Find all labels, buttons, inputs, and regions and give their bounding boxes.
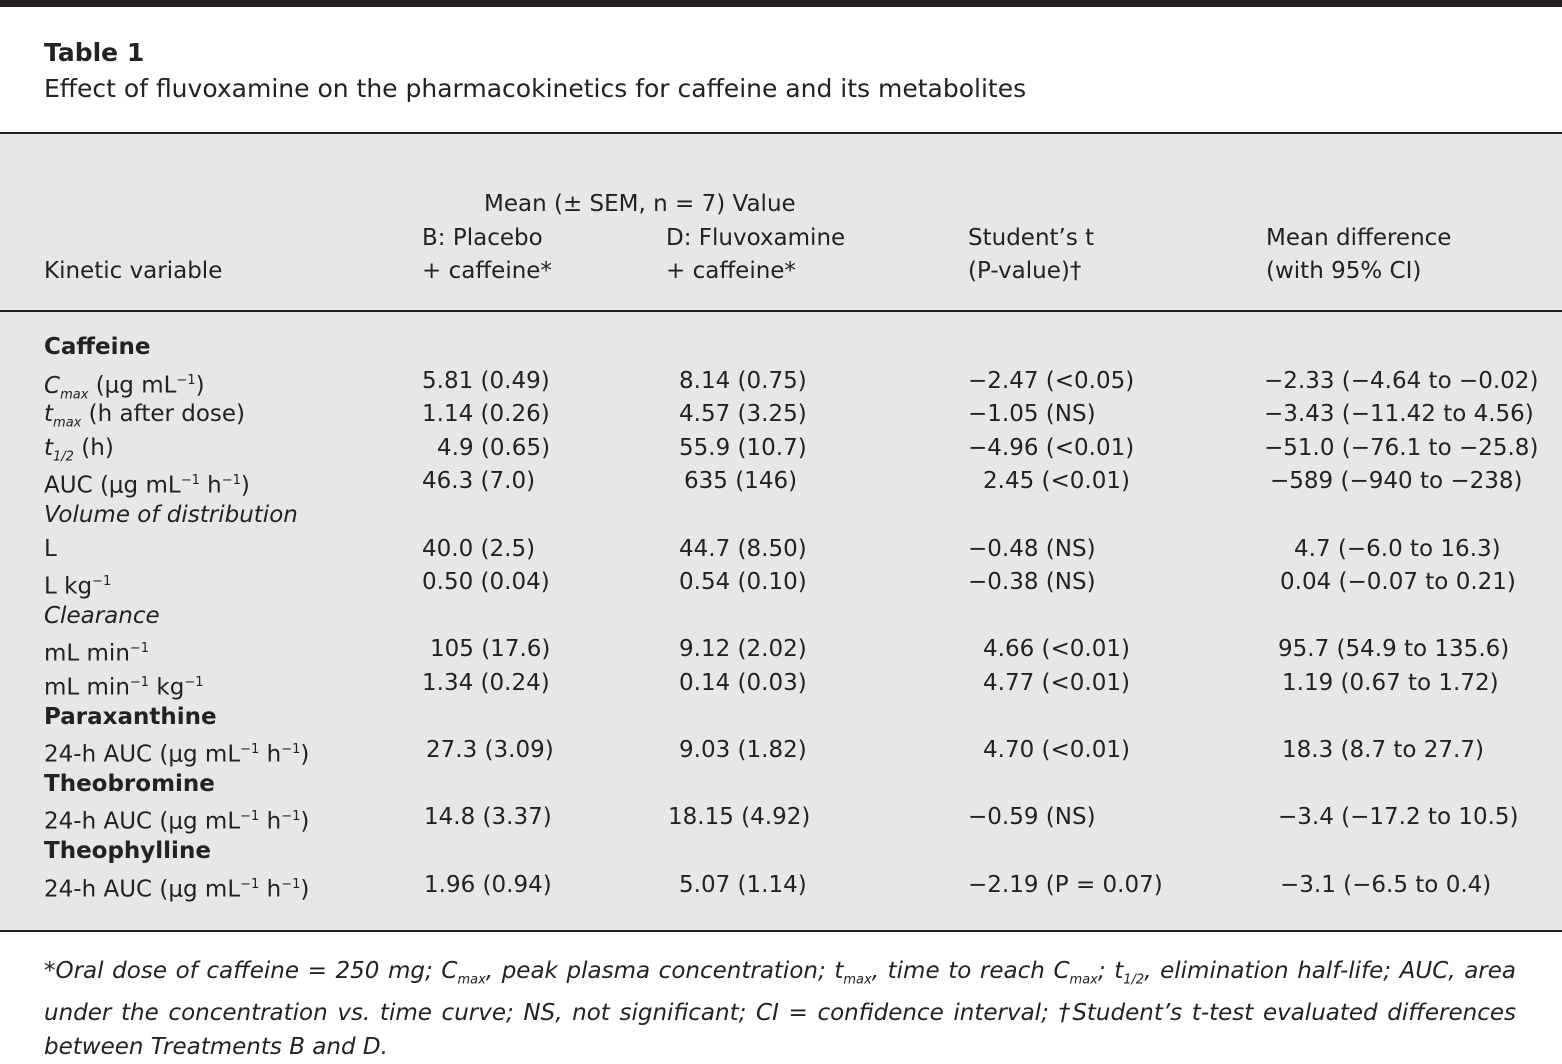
cell-placebo: 46.3 (7.0)	[422, 467, 535, 495]
cell-t-value: −0.38 (NS)	[968, 568, 1096, 596]
section-caffeine: Caffeine	[44, 333, 151, 361]
cell-placebo: 105 (17.6)	[430, 635, 550, 663]
cell-fluvoxamine: 44.7 (8.50)	[679, 535, 807, 563]
header-group: Mean (± SEM, n = 7) Value	[484, 190, 796, 218]
cell-mean-difference: −3.1 (−6.5 to 0.4)	[1280, 871, 1491, 899]
cell-t-value: 4.70 (<0.01)	[983, 736, 1130, 764]
section-theobromine: Theobromine	[44, 770, 215, 798]
row-label-24h-auc: 24-h AUC (μg mL−1 h−1)	[44, 736, 309, 769]
header-rule	[0, 310, 1562, 312]
cell-fluvoxamine: 4.57 (3.25)	[679, 400, 807, 428]
row-label-24h-auc: 24-h AUC (μg mL−1 h−1)	[44, 803, 309, 836]
cell-mean-difference: 4.7 (−6.0 to 16.3)	[1294, 535, 1501, 563]
table-label: Table 1	[44, 38, 144, 67]
top-rule	[0, 0, 1562, 7]
row-label-24h-auc: 24-h AUC (μg mL−1 h−1)	[44, 871, 309, 904]
cell-mean-difference: 95.7 (54.9 to 135.6)	[1278, 635, 1509, 663]
cell-fluvoxamine: 55.9 (10.7)	[679, 434, 807, 462]
cell-fluvoxamine: 5.07 (1.14)	[679, 871, 807, 899]
cell-t-value: 4.77 (<0.01)	[983, 669, 1130, 697]
subsection-clearance: Clearance	[44, 602, 160, 630]
cell-fluvoxamine: 9.03 (1.82)	[679, 736, 807, 764]
row-label-ml-min-kg: mL min−1 kg−1	[44, 669, 203, 702]
cell-fluvoxamine: 18.15 (4.92)	[668, 803, 810, 831]
cell-placebo: 1.96 (0.94)	[424, 871, 552, 899]
header-students-t: Student’s t	[968, 224, 1094, 252]
cell-fluvoxamine: 0.14 (0.03)	[679, 669, 807, 697]
header-placebo-sub: + caffeine*	[422, 257, 552, 285]
cell-t-value: −2.47 (<0.05)	[968, 367, 1134, 395]
header-mean-difference: Mean difference	[1266, 224, 1451, 252]
cell-placebo: 4.9 (0.65)	[437, 434, 550, 462]
header-p-value: (P-value)†	[968, 257, 1081, 285]
cell-placebo: 0.50 (0.04)	[422, 568, 550, 596]
cell-t-value: −2.19 (P = 0.07)	[968, 871, 1163, 899]
cell-mean-difference: −589 (−940 to −238)	[1270, 467, 1522, 495]
row-label-l: L	[44, 535, 57, 563]
header-fluvoxamine: D: Fluvoxamine	[666, 224, 845, 252]
cell-fluvoxamine: 635 (146)	[684, 467, 797, 495]
cell-mean-difference: −3.43 (−11.42 to 4.56)	[1264, 400, 1534, 428]
section-theophylline: Theophylline	[44, 837, 211, 865]
cell-t-value: 2.45 (<0.01)	[983, 467, 1130, 495]
cell-placebo: 1.14 (0.26)	[422, 400, 550, 428]
cell-mean-difference: 1.19 (0.67 to 1.72)	[1282, 669, 1499, 697]
cell-fluvoxamine: 8.14 (0.75)	[679, 367, 807, 395]
row-label-tmax: tmax (h after dose)	[44, 400, 245, 438]
cell-placebo: 14.8 (3.37)	[424, 803, 552, 831]
cell-t-value: −0.59 (NS)	[968, 803, 1096, 831]
header-ci: (with 95% CI)	[1266, 257, 1421, 285]
table-caption: Effect of fluvoxamine on the pharmacokin…	[44, 74, 1026, 103]
section-paraxanthine: Paraxanthine	[44, 703, 217, 731]
cell-t-value: −1.05 (NS)	[968, 400, 1096, 428]
cell-mean-difference: 18.3 (8.7 to 27.7)	[1282, 736, 1484, 764]
cell-placebo: 40.0 (2.5)	[422, 535, 535, 563]
cell-fluvoxamine: 9.12 (2.02)	[679, 635, 807, 663]
cell-mean-difference: −3.4 (−17.2 to 10.5)	[1278, 803, 1519, 831]
cell-mean-difference: −51.0 (−76.1 to −25.8)	[1264, 434, 1538, 462]
cell-placebo: 1.34 (0.24)	[422, 669, 550, 697]
header-placebo: B: Placebo	[422, 224, 543, 252]
row-label-half-life: t1/2 (h)	[44, 434, 114, 472]
subsection-volume-of-distribution: Volume of distribution	[44, 501, 298, 529]
cell-mean-difference: 0.04 (−0.07 to 0.21)	[1280, 568, 1516, 596]
cell-fluvoxamine: 0.54 (0.10)	[679, 568, 807, 596]
row-label-ml-min: mL min−1	[44, 635, 149, 668]
cell-t-value: 4.66 (<0.01)	[983, 635, 1130, 663]
row-label-l-per-kg: L kg−1	[44, 568, 111, 601]
cell-placebo: 5.81 (0.49)	[422, 367, 550, 395]
cell-t-value: −0.48 (NS)	[968, 535, 1096, 563]
row-label-auc: AUC (μg mL−1 h−1)	[44, 467, 250, 500]
header-kinetic-variable: Kinetic variable	[44, 257, 222, 285]
cell-placebo: 27.3 (3.09)	[426, 736, 554, 764]
cell-mean-difference: −2.33 (−4.64 to −0.02)	[1264, 367, 1538, 395]
cell-t-value: −4.96 (<0.01)	[968, 434, 1134, 462]
header-fluvoxamine-sub: + caffeine*	[666, 257, 796, 285]
